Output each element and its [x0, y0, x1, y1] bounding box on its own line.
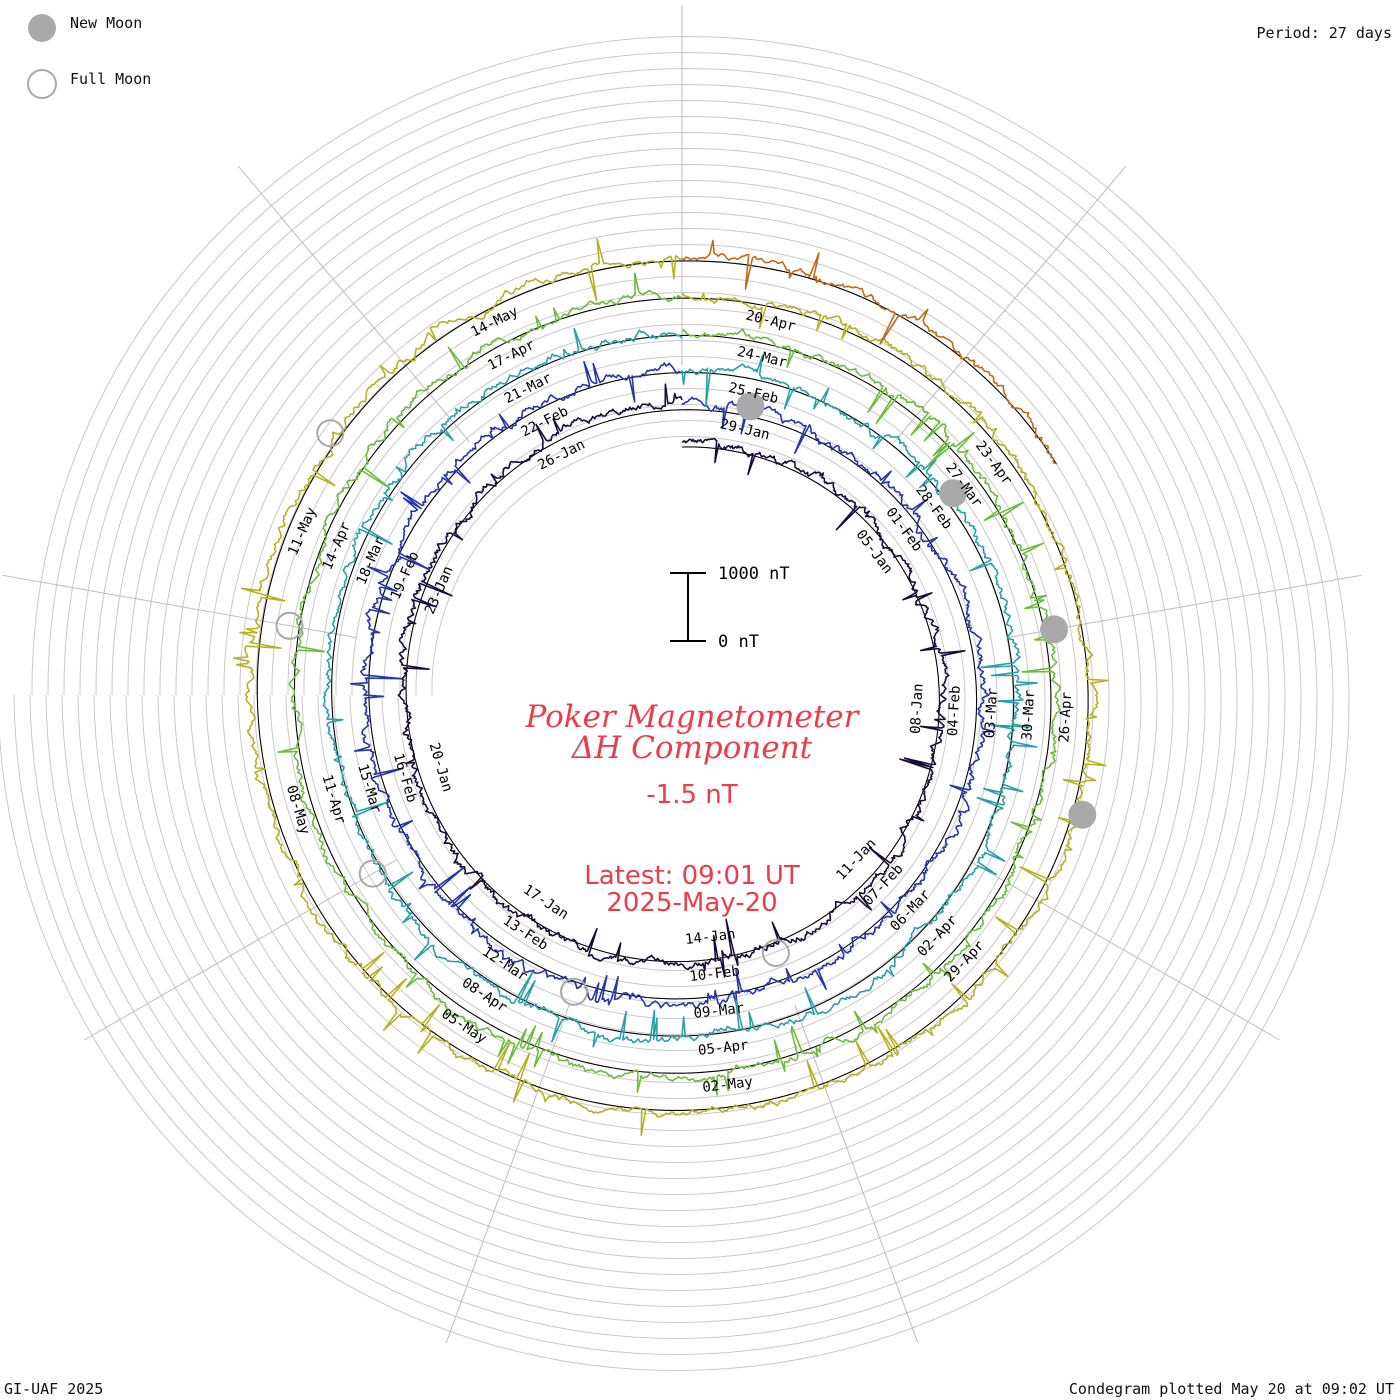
date-label: 30-Mar [1019, 689, 1038, 740]
date-label: 03-Mar [982, 687, 1001, 738]
date-label: 05-Apr [697, 1037, 749, 1059]
grid-spoke [238, 166, 471, 443]
full-moon-marker [275, 611, 304, 640]
grid-ring [365, 404, 982, 1003]
new-moon-marker [939, 479, 967, 508]
date-label: 14-Jan [684, 926, 736, 948]
full-moon-marker [560, 977, 588, 1006]
grid-rings [0, 35, 1350, 1372]
scale-bottom-label: 0 nT [718, 632, 759, 652]
grid-ring [301, 340, 1046, 1067]
footer-credit: GI-UAF 2025 [4, 1380, 103, 1398]
latest-date: 2025-May-20 [606, 888, 777, 918]
period-label: Period: 27 days [1257, 24, 1392, 42]
full-moon-marker [761, 939, 790, 967]
grid-ring [205, 243, 1142, 1164]
chart-title: Poker Magnetometer [525, 699, 861, 735]
chart-subtitle: ΔH Component [571, 730, 813, 766]
data-traces [232, 238, 1109, 1136]
date-label: 11-Jan [833, 836, 879, 884]
moon-markers [275, 392, 1097, 1006]
new-moon-marker [736, 392, 765, 421]
grid-ring [317, 356, 1030, 1051]
full-moon-legend-icon [27, 69, 57, 99]
baseline-spiral-path [256, 260, 1089, 1111]
grid-ring [189, 227, 1158, 1180]
grid-spoke [445, 1004, 570, 1344]
grid-ring [237, 275, 1110, 1132]
current-value: -1.5 nT [646, 780, 737, 810]
grid-ring [381, 420, 966, 987]
date-label: 14-May [469, 304, 521, 341]
grid-spoke [967, 859, 1280, 1041]
grid-spoke [893, 166, 1126, 443]
date-label: 19-Feb [388, 549, 423, 602]
date-label: 08-Jan [908, 683, 927, 734]
date-label: 11-May [285, 505, 320, 558]
grid-spoke [794, 1004, 919, 1344]
date-label: 23-Apr [972, 438, 1015, 488]
baseline-spiral [256, 260, 1089, 1111]
date-label: 02-May [702, 1074, 754, 1096]
grid-ring [173, 211, 1174, 1196]
date-label: 20-Jan [426, 741, 456, 794]
grid-ring [45, 83, 1302, 1324]
grid-ring [0, 35, 1350, 1372]
latest-time: Latest: 09:01 UT [584, 861, 800, 891]
new-moon-legend-icon [28, 14, 56, 42]
grid-ring [397, 436, 950, 971]
scale-top-label: 1000 nT [718, 564, 790, 584]
full-moon-legend-label: Full Moon [70, 70, 151, 88]
full-moon-marker [316, 419, 345, 448]
grid-spoke [2, 574, 358, 639]
grid-ring [125, 163, 1222, 1244]
grid-ring [157, 195, 1190, 1212]
date-label: 10-Feb [689, 963, 741, 985]
date-label: 05-Jan [853, 527, 896, 577]
grid-ring [77, 115, 1270, 1292]
grid-ring [29, 67, 1318, 1340]
trace-rotation-4 [277, 272, 1061, 1096]
grid-ring [93, 131, 1254, 1276]
footer-plotted: Condegram plotted May 20 at 09:02 UT [1069, 1380, 1394, 1398]
grid-ring [61, 99, 1286, 1308]
date-label: 04-Feb [945, 685, 964, 736]
grid-ring [109, 147, 1238, 1260]
new-moon-marker [1040, 615, 1069, 644]
trace-rotation-1 [397, 383, 966, 978]
trace-rotation-2 [349, 360, 996, 1009]
new-moon-marker [1068, 800, 1097, 829]
grid-ring [269, 308, 1078, 1100]
trace-rotation-3 [322, 327, 1038, 1048]
trace-rotation-5 [232, 238, 1109, 1136]
grid-ring [13, 51, 1334, 1356]
grid-spokes [2, 5, 1362, 1344]
new-moon-legend-label: New Moon [70, 14, 142, 32]
date-label: 07-Feb [860, 861, 906, 909]
grid-ring [253, 291, 1094, 1116]
trace-rotation-6 [681, 239, 1058, 465]
date-label: 26-Apr [1056, 692, 1075, 743]
grid-ring [349, 388, 998, 1019]
grid-ring [221, 259, 1126, 1148]
grid-ring [285, 324, 1062, 1083]
date-label: 09-Mar [693, 1000, 745, 1022]
grid-ring [141, 179, 1206, 1228]
full-moon-marker [358, 859, 387, 888]
